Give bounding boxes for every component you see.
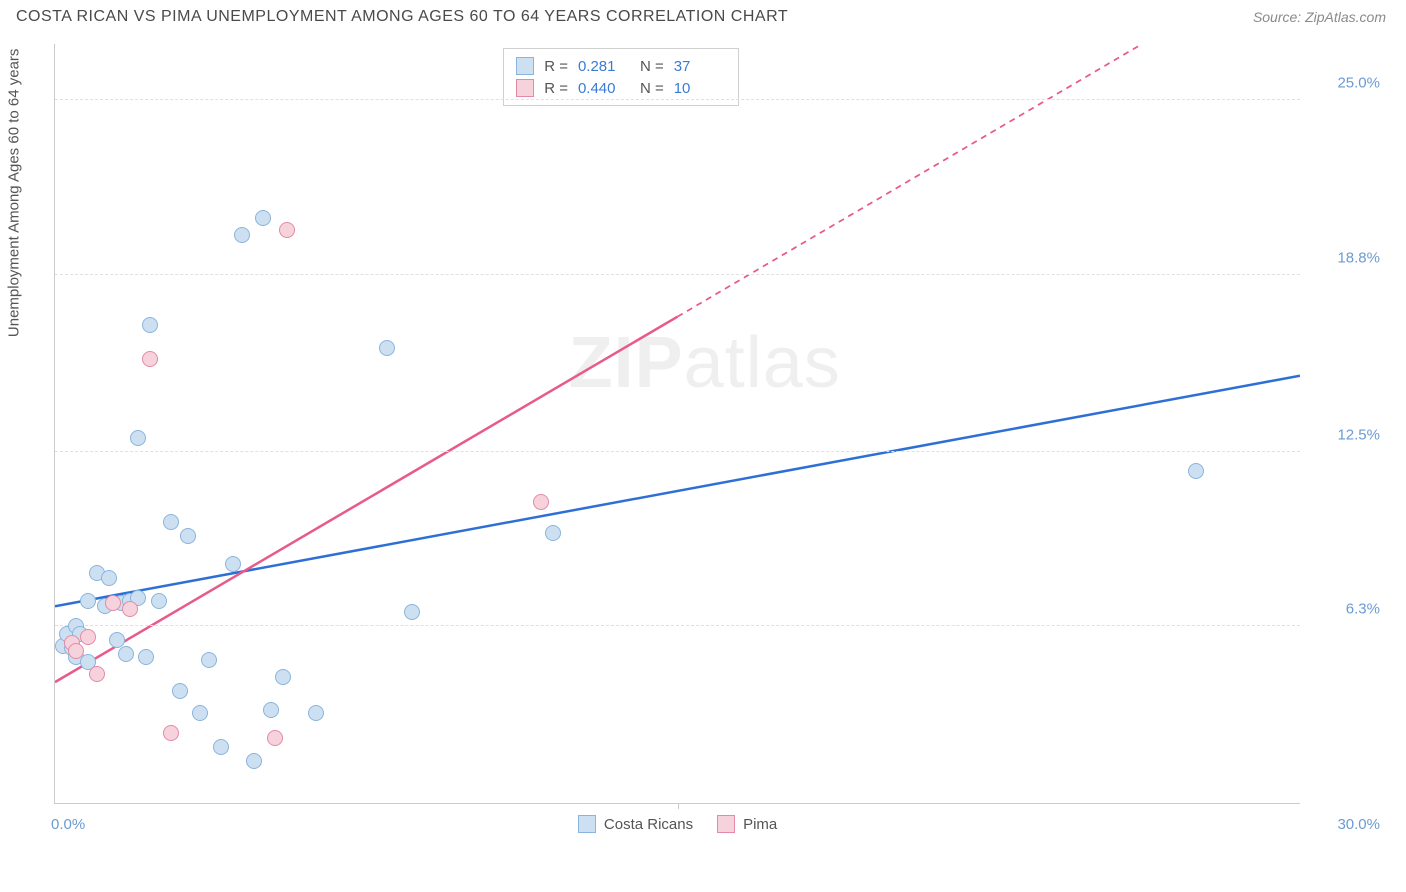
data-point <box>80 629 96 645</box>
data-point <box>89 666 105 682</box>
data-point <box>142 317 158 333</box>
r-value: 0.281 <box>578 58 630 75</box>
data-point <box>246 753 262 769</box>
data-point <box>379 340 395 356</box>
y-tick-label: 12.5% <box>1310 426 1380 443</box>
chart-title: COSTA RICAN VS PIMA UNEMPLOYMENT AMONG A… <box>16 8 788 26</box>
data-point <box>404 604 420 620</box>
series-swatch <box>516 57 534 75</box>
data-point <box>130 430 146 446</box>
stats-legend-box: R = 0.281 N = 37 R = 0.440 N = 10 <box>503 48 739 106</box>
data-point <box>308 705 324 721</box>
data-point <box>142 351 158 367</box>
source-attribution: Source: ZipAtlas.com <box>1253 9 1386 25</box>
series-swatch <box>516 79 534 97</box>
watermark-light: atlas <box>684 323 841 403</box>
data-point <box>68 643 84 659</box>
data-point <box>118 646 134 662</box>
r-label: R = <box>544 58 568 75</box>
plot-area: ZIPatlas R =0.281N =37R =0.440N =10 Cost… <box>54 44 1300 804</box>
y-axis-label: Unemployment Among Ages 60 to 64 years <box>6 49 23 338</box>
data-point <box>105 595 121 611</box>
data-point <box>234 227 250 243</box>
data-point <box>275 669 291 685</box>
grid-line <box>55 99 1300 100</box>
y-tick-label: 6.3% <box>1310 600 1380 617</box>
n-label: N = <box>640 80 664 97</box>
data-point <box>101 570 117 586</box>
data-point <box>180 528 196 544</box>
data-point <box>192 705 208 721</box>
y-tick-label: 18.8% <box>1310 249 1380 266</box>
legend-item: Pima <box>717 815 777 833</box>
stats-row: R = 0.281 N = 37 <box>516 55 726 77</box>
data-point <box>163 514 179 530</box>
r-label: R = <box>544 80 568 97</box>
data-point <box>138 649 154 665</box>
data-point <box>255 210 271 226</box>
grid-line <box>55 274 1300 275</box>
x-tick-mark <box>678 803 679 809</box>
data-point <box>533 494 549 510</box>
stats-row: R = 0.440 N = 10 <box>516 77 726 99</box>
data-point <box>213 739 229 755</box>
legend-swatch <box>717 815 735 833</box>
data-point <box>172 683 188 699</box>
data-point <box>151 593 167 609</box>
data-point <box>267 730 283 746</box>
n-value: 10 <box>674 80 726 97</box>
n-value: 37 <box>674 58 726 75</box>
legend-label: Costa Ricans <box>604 816 693 833</box>
watermark-bold: ZIP <box>569 323 684 403</box>
data-point <box>122 601 138 617</box>
trend-lines-svg <box>55 44 1300 803</box>
data-point <box>163 725 179 741</box>
legend-label: Pima <box>743 816 777 833</box>
chart-header: COSTA RICAN VS PIMA UNEMPLOYMENT AMONG A… <box>0 0 1406 34</box>
data-point <box>263 702 279 718</box>
chart-container: Unemployment Among Ages 60 to 64 years Z… <box>44 34 1390 854</box>
x-tick-label: 0.0% <box>51 816 85 833</box>
r-value: 0.440 <box>578 80 630 97</box>
data-point <box>1188 463 1204 479</box>
data-point <box>545 525 561 541</box>
x-tick-label: 30.0% <box>1310 816 1380 833</box>
legend-swatch <box>578 815 596 833</box>
data-point <box>225 556 241 572</box>
grid-line <box>55 451 1300 452</box>
y-tick-label: 25.0% <box>1310 75 1380 92</box>
data-point <box>279 222 295 238</box>
grid-line <box>55 625 1300 626</box>
data-point <box>80 593 96 609</box>
watermark: ZIPatlas <box>569 322 841 404</box>
series-legend: Costa Ricans Pima <box>578 815 777 833</box>
legend-item: Costa Ricans <box>578 815 693 833</box>
n-label: N = <box>640 58 664 75</box>
data-point <box>201 652 217 668</box>
